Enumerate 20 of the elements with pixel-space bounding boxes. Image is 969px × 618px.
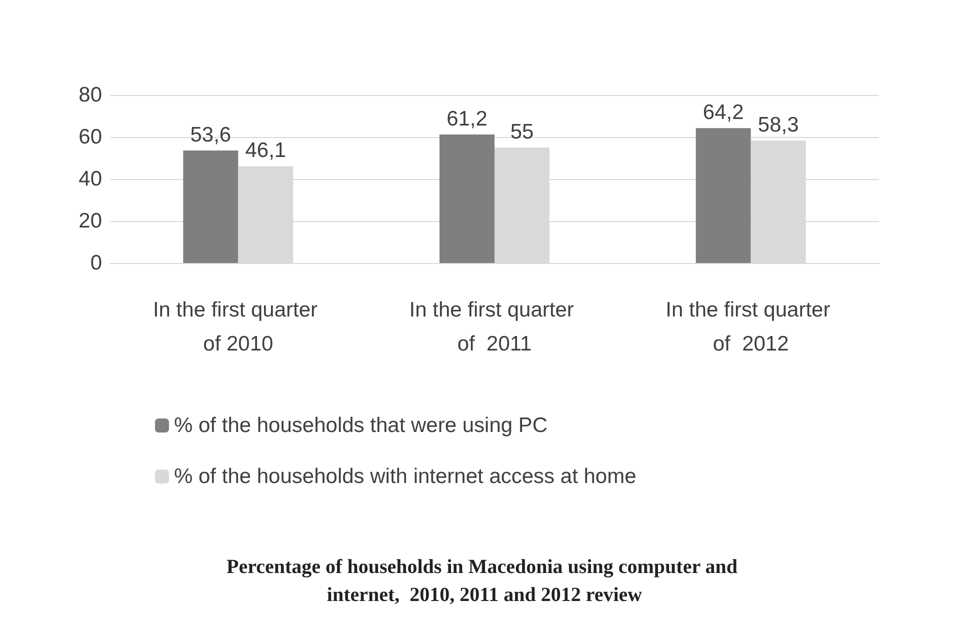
- y-tick-label: 20: [78, 210, 102, 232]
- data-label: 58,3: [758, 114, 799, 137]
- y-tick-label: 40: [78, 168, 102, 190]
- bar: [440, 134, 494, 263]
- y-tick-label: 80: [78, 84, 102, 106]
- data-label: 61,2: [446, 107, 488, 130]
- x-tick-label: In the first quarter of 2010: [152, 298, 324, 356]
- data-label: 64,2: [702, 101, 744, 124]
- text: Percentage of households in Macedonia using computer and internet, 2010, 2011 and 2012 review: [226, 556, 742, 606]
- y-tick-label: 60: [78, 126, 102, 148]
- bar: [183, 150, 238, 263]
- data-label: 46,1: [245, 139, 286, 162]
- bar: [696, 128, 751, 263]
- legend-label: % of the households with internet access at home: [174, 465, 636, 488]
- x-tick-label: In the first quarter of 2011: [409, 298, 580, 356]
- data-label: 53,6: [190, 123, 232, 146]
- y-tick-label: 0: [90, 252, 102, 274]
- legend-label: % of the households that were using PC: [174, 414, 548, 437]
- x-tick-label: In the first quarter of 2012: [666, 298, 836, 356]
- data-label: 55: [510, 120, 534, 144]
